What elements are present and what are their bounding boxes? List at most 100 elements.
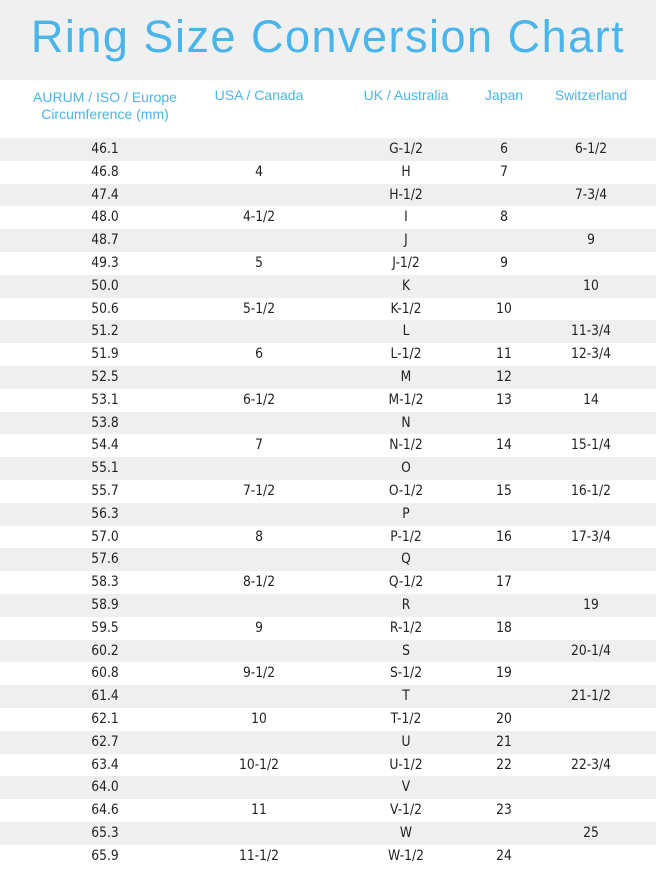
- cell-circumference: 62.7: [91, 733, 119, 750]
- table-row: 46.1 G-1/2 6 6-1/2: [0, 138, 656, 161]
- cell-uk-australia: U: [401, 733, 411, 750]
- cell-usa-canada: [206, 503, 312, 526]
- table-row: 65.3 W 25: [0, 821, 656, 845]
- cell-japan: [460, 412, 548, 435]
- table-row: 53.1 6-1/2 M-1/2 13 14: [0, 389, 656, 412]
- cell-uk-australia: G-1/2: [389, 141, 423, 157]
- table-row: 62.1 10 T-1/2 20: [0, 708, 656, 731]
- cell-circumference: 53.1: [91, 391, 119, 408]
- cell-switzerland: [547, 503, 635, 526]
- cell-uk-australia: O-1/2: [388, 482, 424, 499]
- table-row: 58.9 R 19: [0, 593, 656, 617]
- cell-japan: [460, 548, 548, 571]
- cell-circumference: 58.3: [91, 574, 119, 591]
- cell-japan: 16: [496, 528, 512, 545]
- cell-circumference: 58.9: [91, 596, 119, 613]
- cell-circumference: 65.3: [91, 824, 119, 841]
- cell-switzerland: 17-3/4: [571, 528, 611, 545]
- cell-usa-canada: 8-1/2: [242, 574, 276, 591]
- cell-usa-canada: 8: [255, 528, 263, 545]
- cell-uk-australia: W: [399, 824, 413, 841]
- page-title: Ring Size Conversion Chart: [30, 11, 626, 62]
- table-row: 49.3 5 J-1/2 9: [0, 252, 656, 275]
- cell-japan: 12: [496, 368, 512, 385]
- cell-uk-australia: K: [401, 277, 411, 294]
- cell-usa-canada: [206, 138, 312, 161]
- table-row: 50.6 5-1/2 K-1/2 10: [0, 298, 656, 321]
- cell-circumference: 56.3: [91, 505, 119, 522]
- cell-switzerland: [547, 662, 635, 685]
- table-row: 53.8 N: [0, 411, 656, 435]
- cell-japan: 20: [496, 710, 512, 727]
- cell-circumference: 65.9: [91, 847, 119, 864]
- cell-circumference: 49.3: [91, 254, 119, 271]
- column-header-uk-australia: UK / Australia: [363, 86, 449, 103]
- cell-uk-australia: S: [402, 642, 410, 659]
- cell-circumference: 50.0: [91, 277, 119, 294]
- cell-japan: 22: [496, 756, 512, 773]
- cell-circumference: 53.8: [91, 414, 119, 431]
- cell-switzerland: [547, 776, 635, 799]
- cell-uk-australia: N: [401, 414, 411, 431]
- cell-uk-australia: L-1/2: [390, 346, 422, 363]
- cell-switzerland: 21-1/2: [571, 688, 611, 705]
- cell-circumference: 52.5: [91, 368, 119, 385]
- cell-circumference: 46.1: [91, 141, 119, 157]
- cell-usa-canada: 9: [255, 619, 263, 636]
- cell-uk-australia: P-1/2: [390, 528, 422, 545]
- cell-circumference: 51.9: [91, 346, 119, 363]
- column-header-circumference: AURUM / ISO / Europe Circumference (mm): [33, 89, 177, 122]
- cell-uk-australia: W-1/2: [388, 847, 424, 864]
- cell-switzerland: 10: [583, 277, 599, 294]
- table-row: 57.0 8 P-1/2 16 17-3/4: [0, 526, 656, 549]
- cell-uk-australia: T: [402, 688, 410, 705]
- cell-japan: [460, 184, 548, 207]
- cell-circumference: 60.2: [91, 642, 119, 659]
- table-row: 46.8 4 H 7: [0, 161, 656, 184]
- cell-switzerland: 20-1/4: [571, 642, 611, 659]
- cell-circumference: 51.2: [91, 323, 119, 340]
- cell-japan: 24: [496, 847, 512, 864]
- cell-switzerland: [547, 708, 635, 731]
- table-row: 52.5 M 12: [0, 365, 656, 389]
- cell-japan: [460, 640, 548, 663]
- cell-usa-canada: [206, 685, 312, 708]
- cell-switzerland: 16-1/2: [571, 482, 611, 499]
- cell-usa-canada: [206, 548, 312, 571]
- cell-switzerland: 19: [583, 596, 599, 613]
- table-row: 57.6 Q: [0, 548, 656, 572]
- cell-japan: 17: [496, 574, 512, 591]
- cell-circumference: 54.4: [91, 437, 119, 454]
- column-header-usa-canada: USA / Canada: [214, 86, 304, 103]
- cell-circumference: 50.6: [91, 300, 119, 317]
- table-row: 50.0 K 10: [0, 274, 656, 298]
- table-row: 55.7 7-1/2 O-1/2 15 16-1/2: [0, 480, 656, 503]
- cell-japan: 18: [496, 619, 512, 636]
- cell-uk-australia: T-1/2: [390, 710, 422, 727]
- cell-switzerland: [547, 412, 635, 435]
- cell-japan: 7: [500, 163, 508, 180]
- table-row: 60.8 9-1/2 S-1/2 19: [0, 662, 656, 685]
- cell-uk-australia: R: [401, 596, 411, 613]
- cell-uk-australia: V: [401, 779, 411, 796]
- cell-japan: [460, 503, 548, 526]
- cell-usa-canada: 6-1/2: [242, 391, 276, 408]
- cell-usa-canada: [206, 366, 312, 389]
- cell-uk-australia: U-1/2: [389, 756, 423, 773]
- cell-switzerland: 22-3/4: [571, 756, 611, 773]
- table-row: 58.3 8-1/2 Q-1/2 17: [0, 571, 656, 594]
- cell-usa-canada: 7: [255, 437, 263, 454]
- cell-uk-australia: V-1/2: [390, 802, 422, 819]
- cell-circumference: 61.4: [91, 688, 119, 705]
- cell-switzerland: 12-3/4: [571, 346, 611, 363]
- cell-usa-canada: 4: [255, 163, 263, 180]
- cell-switzerland: [547, 571, 635, 594]
- cell-usa-canada: [206, 776, 312, 799]
- cell-uk-australia: H-1/2: [389, 186, 423, 203]
- cell-circumference: 48.7: [91, 232, 119, 249]
- cell-circumference: 48.0: [91, 209, 119, 226]
- cell-japan: 8: [500, 209, 508, 226]
- cell-circumference: 55.7: [91, 482, 119, 499]
- cell-usa-canada: [206, 275, 312, 298]
- cell-usa-canada: 4-1/2: [242, 209, 276, 226]
